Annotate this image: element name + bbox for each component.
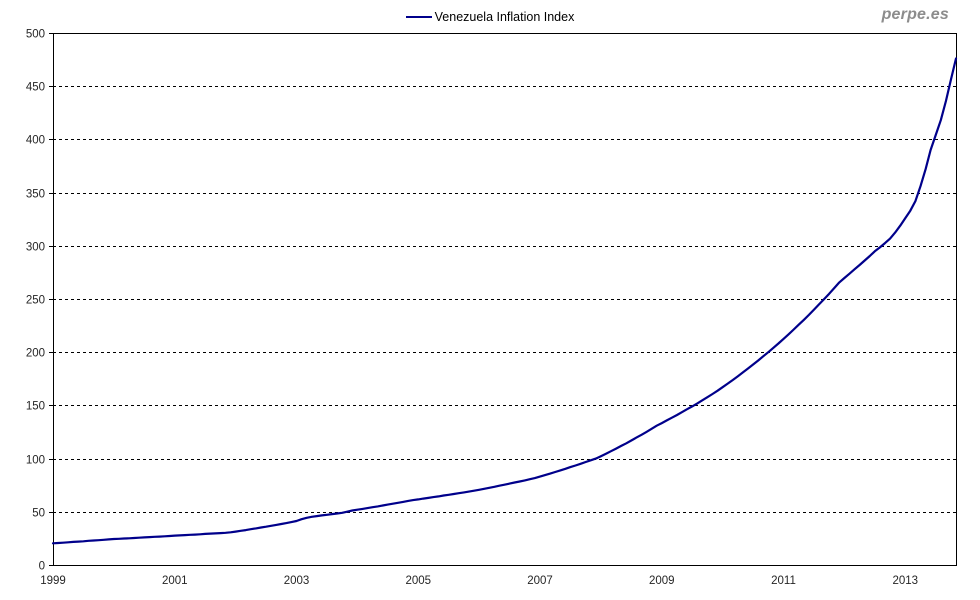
y-axis-label: 400 <box>26 135 45 147</box>
y-axis-label: 100 <box>26 455 45 467</box>
plot-border <box>53 33 957 566</box>
y-axis-label: 200 <box>26 348 45 360</box>
y-axis-label: 150 <box>26 401 45 413</box>
x-axis-label: 2005 <box>406 575 432 587</box>
x-axis-label: 2007 <box>527 575 553 587</box>
series-line-venezuela-inflation-index <box>51 57 958 545</box>
x-axis-label: 2013 <box>893 575 919 587</box>
x-axis-label: 2003 <box>284 575 310 587</box>
x-axis-label: 1999 <box>40 575 66 587</box>
y-axis-label: 350 <box>26 189 45 201</box>
y-axis-label: 50 <box>32 508 45 520</box>
x-axis-label: 2001 <box>162 575 188 587</box>
x-axis-label: 2011 <box>771 575 796 587</box>
x-axis-label: 2009 <box>649 575 675 587</box>
y-axis-label: 0 <box>39 561 45 573</box>
y-axis-label: 500 <box>26 29 45 41</box>
y-axis-label: 450 <box>26 82 45 94</box>
watermark: perpe.es <box>881 6 949 23</box>
y-axis-label: 300 <box>26 242 45 254</box>
y-axis-label: 250 <box>26 295 45 307</box>
